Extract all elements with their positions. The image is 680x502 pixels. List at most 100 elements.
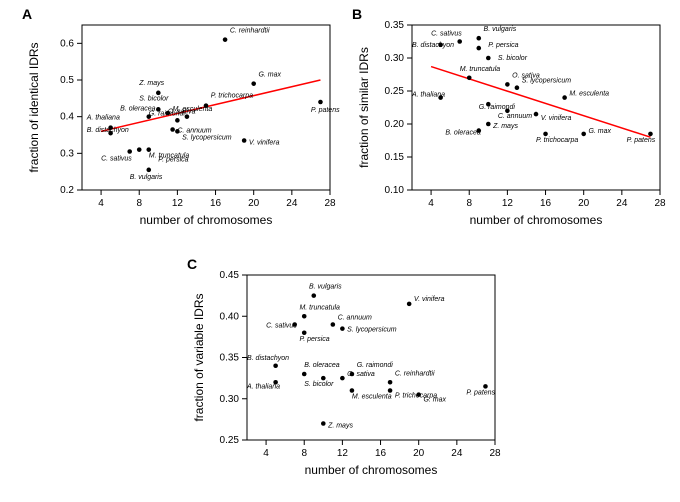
- y-tick-label: 0.10: [385, 185, 405, 196]
- data-point: [302, 314, 307, 319]
- panel-b: B4812162024280.100.150.200.250.300.35num…: [350, 5, 670, 235]
- y-tick-label: 0.5: [60, 75, 74, 86]
- y-tick-label: 0.4: [60, 112, 74, 123]
- y-tick-label: 0.15: [385, 152, 405, 163]
- x-tick-label: 8: [136, 198, 142, 209]
- data-point: [476, 36, 481, 41]
- data-point: [318, 100, 323, 105]
- data-point: [204, 103, 209, 108]
- y-tick-label: 0.6: [60, 38, 74, 49]
- data-point-label: S. lycopersicum: [522, 78, 572, 85]
- y-tick-label: 0.30: [385, 53, 405, 64]
- data-point: [486, 56, 491, 61]
- data-point: [127, 149, 132, 154]
- data-point: [350, 372, 355, 377]
- data-point: [321, 376, 326, 381]
- data-point-label: M. esculenta: [569, 91, 609, 98]
- data-point: [534, 112, 539, 117]
- data-point: [515, 85, 520, 90]
- data-point: [486, 122, 491, 127]
- scatter-plot: B4812162024280.100.150.200.250.300.35num…: [350, 5, 670, 235]
- data-point-label: B. oleracea: [304, 362, 340, 369]
- data-point-label: P. trichocarpa: [211, 93, 253, 100]
- data-point-label: C. annuum: [498, 113, 532, 120]
- y-tick-label: 0.20: [385, 119, 405, 130]
- y-tick-label: 0.3: [60, 148, 74, 159]
- data-point-label: P. persica: [299, 336, 329, 343]
- data-point: [407, 302, 412, 307]
- data-point-label: G. raimondi: [479, 104, 516, 111]
- data-point-label: P. persica: [158, 157, 188, 164]
- data-point-label: G. max: [588, 128, 611, 135]
- y-tick-label: 0.45: [220, 270, 240, 281]
- data-point-label: B. vulgaris: [309, 284, 342, 291]
- data-point-label: M. truncatula: [460, 66, 501, 73]
- data-point-label: A. thaliana: [246, 383, 280, 390]
- data-point: [331, 322, 336, 327]
- data-point: [146, 168, 151, 173]
- data-point-label: B. distachyon: [412, 42, 454, 49]
- x-tick-label: 28: [324, 198, 336, 209]
- data-point-label: C. sativus: [101, 156, 132, 163]
- x-tick-label: 8: [301, 448, 307, 459]
- y-tick-label: 0.25: [385, 86, 405, 97]
- y-tick-label: 0.30: [220, 394, 240, 405]
- data-point: [251, 81, 256, 86]
- panel-c: C4812162024280.250.300.350.400.45number …: [185, 255, 505, 485]
- data-point: [302, 330, 307, 335]
- data-point-label: P. persica: [488, 42, 518, 49]
- data-point-label: S. bicolor: [139, 95, 169, 102]
- data-point: [242, 138, 247, 143]
- data-point-label: S. lycopersicum: [347, 327, 397, 334]
- data-point: [467, 76, 472, 81]
- data-point-label: C. sativus: [431, 31, 462, 38]
- data-point: [146, 147, 151, 152]
- data-point: [223, 37, 228, 42]
- data-point: [340, 376, 345, 381]
- data-point: [166, 111, 171, 116]
- x-tick-label: 28: [489, 448, 501, 459]
- data-point-label: B. oleracea: [445, 130, 481, 137]
- panel-letter: C: [187, 256, 197, 272]
- data-point-label: S. lycopersicum: [182, 134, 232, 141]
- x-tick-label: 16: [540, 198, 552, 209]
- data-point: [340, 326, 345, 331]
- data-point: [562, 95, 567, 100]
- x-tick-label: 20: [248, 198, 260, 209]
- x-tick-label: 4: [263, 448, 269, 459]
- panel-letter: A: [22, 6, 32, 22]
- y-axis-label: fraction of variable IDRs: [192, 293, 206, 421]
- data-point: [321, 421, 326, 426]
- data-point: [457, 39, 462, 44]
- y-tick-label: 0.2: [60, 185, 74, 196]
- data-point-label: G. max: [258, 72, 281, 79]
- data-point: [170, 127, 175, 132]
- data-point-label: B. distachyon: [247, 355, 289, 362]
- x-tick-label: 24: [616, 198, 628, 209]
- x-tick-label: 8: [466, 198, 472, 209]
- data-point: [137, 147, 142, 152]
- data-point-label: C. sativus: [266, 323, 297, 330]
- data-point-label: P. trichocarpa: [536, 137, 578, 144]
- data-point: [175, 129, 180, 134]
- data-point-label: P. patens: [466, 389, 495, 396]
- x-tick-label: 4: [428, 198, 434, 209]
- data-point-label: M. esculenta: [352, 394, 392, 401]
- data-point-label: S. bicolor: [304, 381, 334, 388]
- y-tick-label: 0.40: [220, 311, 240, 322]
- data-point-label: G. raimondi: [357, 362, 394, 369]
- x-tick-label: 16: [210, 198, 222, 209]
- x-tick-label: 24: [286, 198, 298, 209]
- data-point: [175, 118, 180, 123]
- data-point: [543, 132, 548, 137]
- data-point-label: B. vulgaris: [130, 174, 163, 181]
- x-tick-label: 28: [654, 198, 666, 209]
- data-point-label: Z. mays: [138, 80, 164, 87]
- data-point: [273, 363, 278, 368]
- data-point: [302, 372, 307, 377]
- scatter-plot: C4812162024280.250.300.350.400.45number …: [185, 255, 505, 485]
- plot-frame: [412, 25, 660, 190]
- data-point-label: V. vinifera: [414, 296, 445, 303]
- data-point-label: V. vinifera: [541, 115, 572, 122]
- data-point-label: P. patens: [311, 107, 340, 114]
